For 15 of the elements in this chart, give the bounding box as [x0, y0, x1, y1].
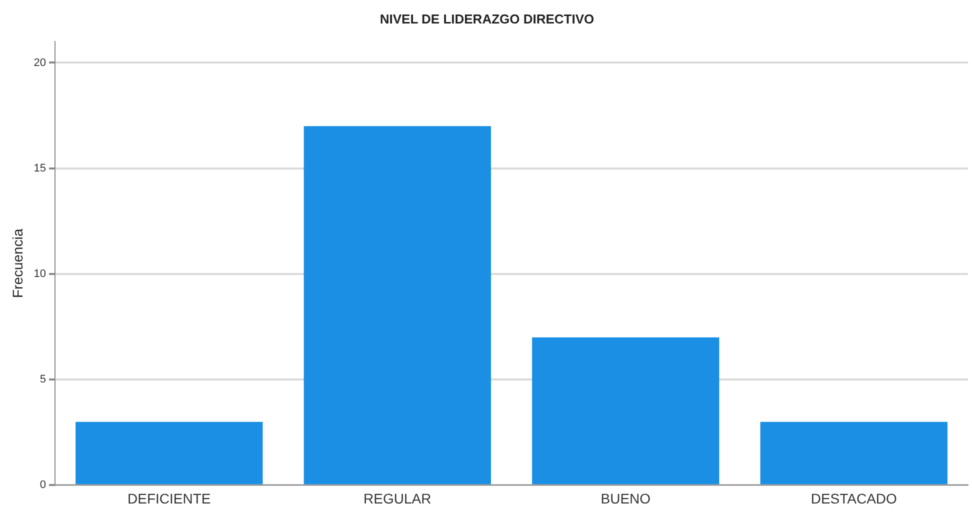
- y-tick-label: 15: [34, 162, 46, 174]
- bar: [76, 422, 263, 484]
- y-axis-title: Frecuencia: [9, 228, 26, 298]
- bar: [532, 337, 720, 484]
- x-tick-label: DEFICIENTE: [128, 490, 211, 506]
- y-tick-label: 0: [40, 479, 46, 492]
- x-tick-label: DESTACADO: [810, 490, 898, 506]
- chart-title: NIVEL DE LIDERAZGO DIRECTIVO: [380, 11, 594, 26]
- x-tick-label: BUENO: [600, 490, 651, 506]
- x-tick-label: REGULAR: [364, 490, 432, 506]
- y-tick-label: 20: [34, 56, 46, 69]
- y-tick-label: 5: [40, 374, 46, 386]
- bar: [760, 422, 948, 484]
- y-tick-label: 10: [34, 268, 46, 280]
- bar: [304, 126, 491, 484]
